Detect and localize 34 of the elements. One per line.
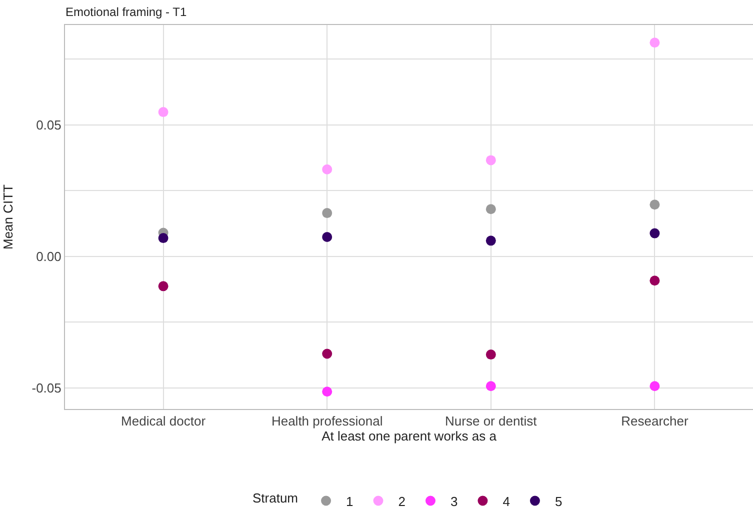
- point: [322, 232, 332, 242]
- chart-title: Emotional framing - T1: [66, 5, 187, 20]
- x-tick-label: Nurse or dentist: [445, 414, 538, 429]
- point: [486, 155, 496, 166]
- point: [650, 276, 660, 286]
- x-tick-label: Researcher: [621, 414, 689, 429]
- legend-label: 2: [398, 494, 406, 509]
- y-tick-label: 0.00: [36, 249, 62, 264]
- point: [486, 350, 496, 360]
- y-tick-label: -0.05: [32, 380, 62, 396]
- point: [158, 281, 168, 292]
- x-tick-label: Health professional: [271, 414, 383, 429]
- legend-label: 4: [502, 494, 510, 509]
- point: [486, 204, 496, 214]
- point: [486, 236, 496, 246]
- point: [158, 233, 168, 244]
- legend-title: Stratum: [252, 490, 298, 506]
- point: [650, 381, 660, 392]
- point: [322, 348, 332, 359]
- legend-label: 5: [554, 494, 562, 509]
- x-axis-title: At least one parent works as a: [322, 428, 498, 444]
- point: [322, 208, 332, 218]
- x-tick-label: Medical doctor: [121, 414, 206, 429]
- y-tick-label: 0.05: [36, 118, 62, 132]
- point: [486, 381, 496, 392]
- point: [650, 228, 660, 238]
- legend-label: 3: [450, 494, 458, 509]
- legend-label: 1: [346, 494, 354, 509]
- point: [322, 386, 332, 397]
- point: [650, 38, 660, 48]
- point: [158, 107, 168, 118]
- point: [322, 164, 332, 174]
- y-axis-title: Mean CITT: [0, 184, 16, 250]
- point: [650, 200, 660, 210]
